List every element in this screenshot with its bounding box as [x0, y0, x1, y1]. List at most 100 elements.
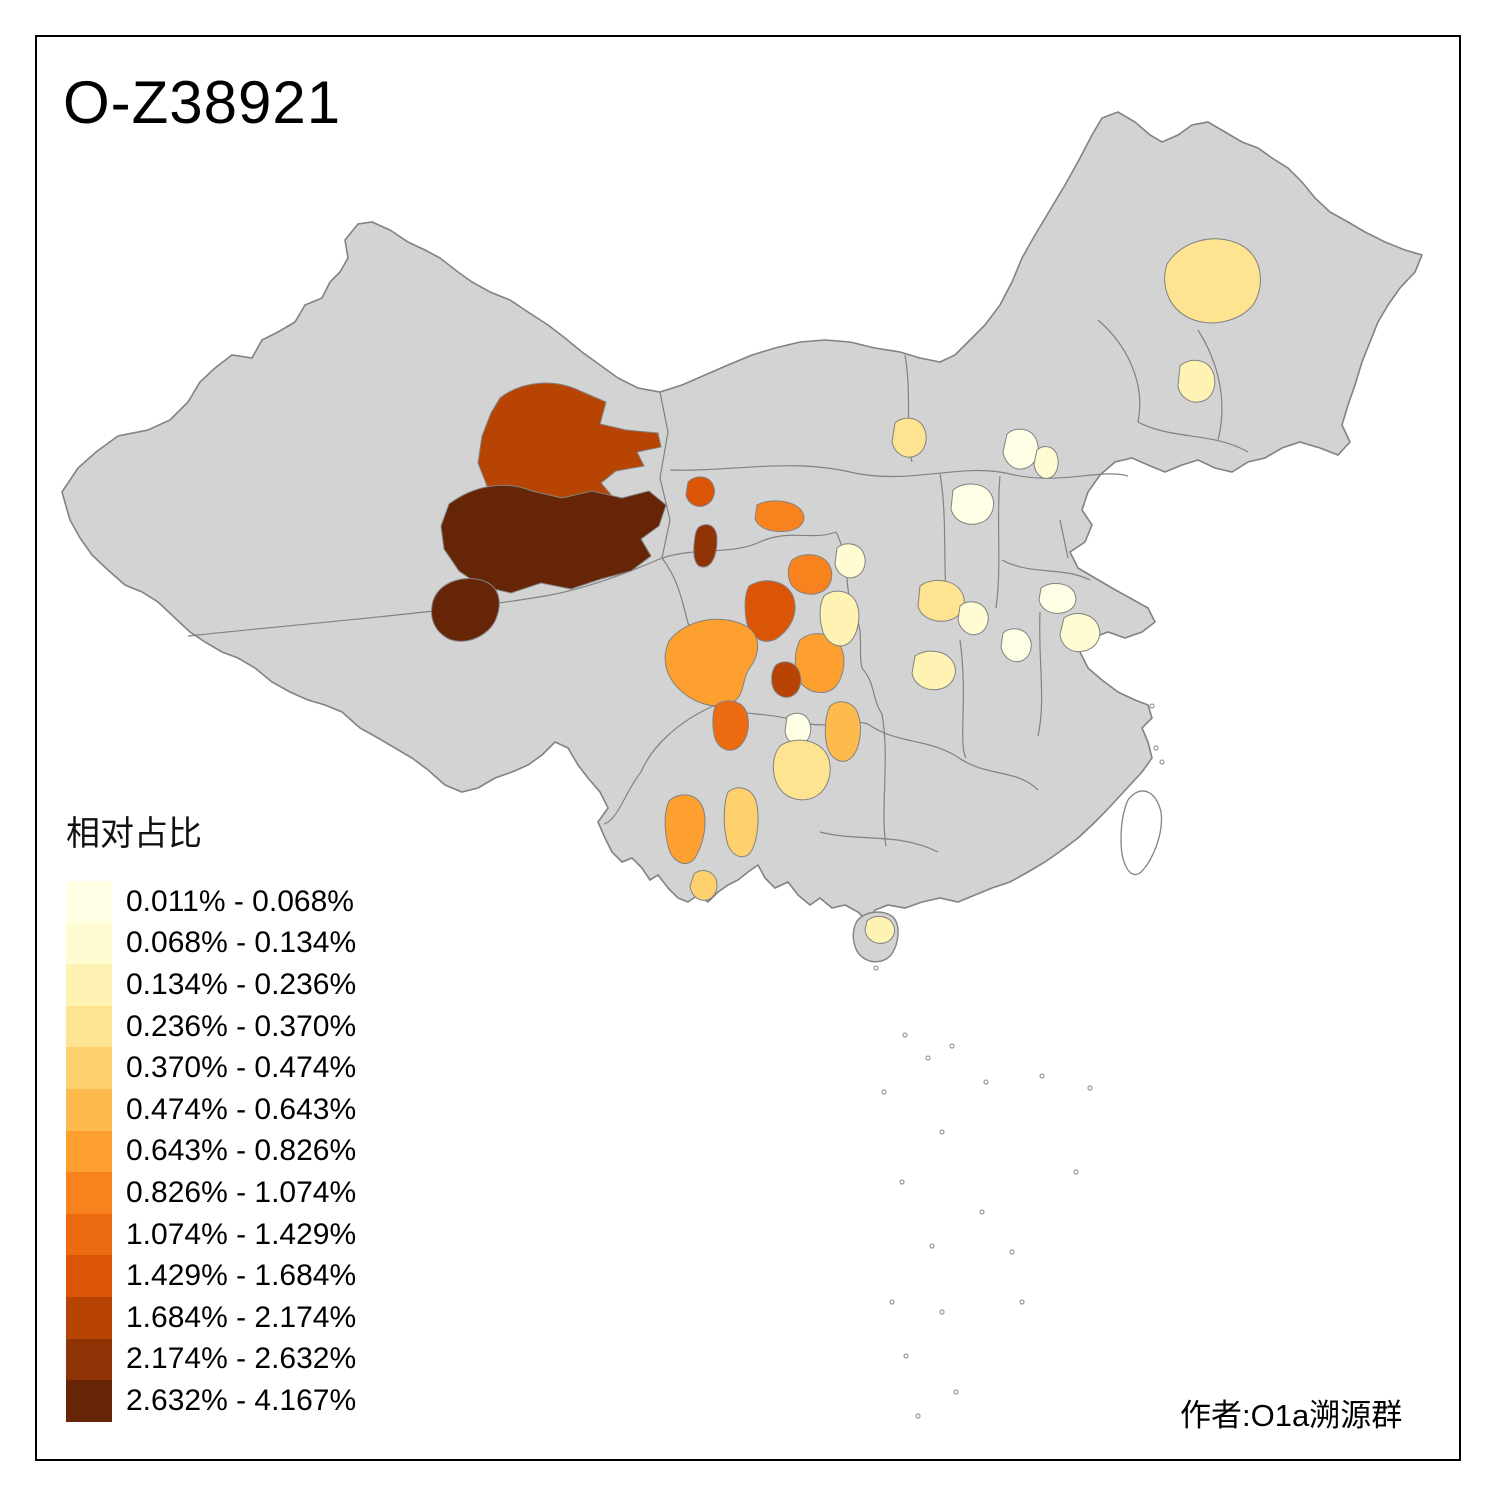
province-border-line: [955, 755, 1039, 791]
legend-item: 2.632% - 4.167%: [66, 1380, 356, 1422]
province-border-line: [669, 465, 1129, 479]
legend-item: 0.134% - 0.236%: [66, 964, 356, 1006]
region-shandong-west: [1038, 583, 1077, 614]
small-island-dot: [925, 1055, 931, 1061]
region-hainan-north: [864, 916, 896, 944]
small-island-dot: [903, 1353, 909, 1359]
small-island-dot: [1073, 1169, 1079, 1175]
legend-swatch: [66, 964, 112, 1006]
legend-label: 0.236% - 0.370%: [126, 1009, 357, 1043]
legend: 相对占比 0.011% - 0.068% 0.068% - 0.134% 0.134…: [66, 806, 356, 1422]
legend-swatch: [66, 1338, 112, 1381]
map-title: O-Z38921: [63, 69, 342, 136]
small-island-dot: [899, 1179, 905, 1185]
small-island-dot: [983, 1079, 989, 1085]
small-island-dot: [902, 1032, 908, 1038]
legend-item: 1.074% - 1.429%: [66, 1213, 356, 1256]
region-ningxia: [834, 543, 866, 579]
legend-item: 1.429% - 1.684%: [66, 1255, 356, 1297]
region-yunnan-central: [664, 794, 706, 865]
region-sichuan-central: [712, 700, 749, 751]
legend-swatch: [66, 1047, 112, 1089]
legend-label: 0.826% - 1.074%: [126, 1175, 357, 1209]
province-border-line: [1037, 611, 1043, 737]
region-xinjiang-southwest: [431, 578, 500, 642]
small-island-dot: [953, 1389, 959, 1395]
legend-item: 0.643% - 0.826%: [66, 1130, 356, 1173]
province-border-line: [819, 831, 939, 853]
author-credit: 作者:O1a溯源群: [1180, 1398, 1403, 1433]
legend-item: 0.068% - 0.134%: [66, 922, 357, 965]
region-shaanxi-west: [819, 590, 860, 647]
province-border-line: [881, 713, 887, 847]
small-island-dot: [939, 1129, 945, 1135]
region-jilin-central: [1177, 359, 1216, 403]
small-island-dot: [915, 1413, 921, 1419]
small-island-dot: [979, 1209, 985, 1215]
colored-regions-layer: [431, 238, 1261, 944]
small-island-dot: [1159, 759, 1165, 765]
legend-swatch: [66, 1296, 112, 1339]
region-guizhou-north: [772, 739, 831, 801]
legend-label: 0.011% - 0.068%: [126, 884, 354, 918]
region-chongqing-west: [784, 712, 812, 746]
region-henan-east: [957, 601, 989, 636]
islands-layer: [873, 703, 1165, 1419]
province-border-line: [603, 705, 714, 825]
province-border-line: [1097, 319, 1141, 423]
legend-swatch: [66, 1213, 112, 1256]
province-border-line: [867, 723, 957, 757]
region-sichuan-west: [664, 618, 759, 707]
region-henan-west: [917, 579, 965, 622]
province-border-line: [959, 639, 967, 759]
region-xinjiang-south: [440, 484, 667, 594]
small-island-dot: [889, 1299, 895, 1305]
legend-item: 0.011% - 0.068%: [66, 881, 356, 923]
small-island-dot: [873, 965, 879, 971]
region-jiangsu-north: [1059, 613, 1101, 653]
region-inner-mongolia-central: [891, 417, 927, 458]
legend-label: 1.684% - 2.174%: [126, 1300, 357, 1334]
map-base-layer: [61, 111, 1424, 963]
legend-swatch: [66, 1380, 112, 1422]
legend-item: 0.826% - 1.074%: [66, 1172, 356, 1214]
region-heilongjiang-central: [1164, 238, 1261, 324]
small-island-dot: [1009, 1249, 1015, 1255]
region-lanzhou-area: [787, 554, 833, 595]
region-qinghai-south: [771, 661, 802, 698]
province-border-line: [861, 667, 883, 715]
region-qinghai-northwest: [693, 524, 718, 568]
region-hebei-central: [1033, 446, 1059, 479]
region-yunnan-south: [689, 870, 718, 901]
legend-label: 0.068% - 0.134%: [126, 926, 357, 960]
region-gansu-west: [685, 476, 715, 507]
legend-swatch: [66, 1005, 112, 1048]
region-shanxi-central: [950, 483, 994, 525]
legend-label: 0.474% - 0.643%: [126, 1092, 357, 1126]
legend-label: 0.134% - 0.236%: [126, 967, 357, 1001]
legend-swatch: [66, 922, 112, 965]
legend-swatch: [66, 1088, 112, 1131]
small-island-dot: [1039, 1073, 1045, 1079]
legend-swatch: [66, 1130, 112, 1173]
province-border-line: [659, 391, 671, 559]
legend-title: 相对占比: [66, 815, 202, 853]
small-island-dot: [1149, 703, 1155, 709]
province-border-line: [1197, 329, 1223, 441]
legend-label: 2.632% - 4.167%: [126, 1383, 357, 1417]
small-island-dot: [929, 1243, 935, 1249]
small-island-dot: [939, 1309, 945, 1315]
region-gansu-corridor: [754, 500, 805, 532]
small-island-dot: [949, 1043, 955, 1049]
region-yunnan-east: [723, 787, 759, 858]
legend-item: 0.370% - 0.474%: [66, 1047, 356, 1089]
region-qinghai-east: [744, 580, 796, 642]
taiwan-island: [1120, 790, 1163, 876]
legend-label: 1.429% - 1.684%: [126, 1259, 357, 1293]
province-border-line: [1059, 519, 1069, 559]
legend-label: 2.174% - 2.632%: [126, 1342, 357, 1376]
province-border-line: [1137, 421, 1249, 453]
region-hubei-west: [824, 701, 861, 762]
